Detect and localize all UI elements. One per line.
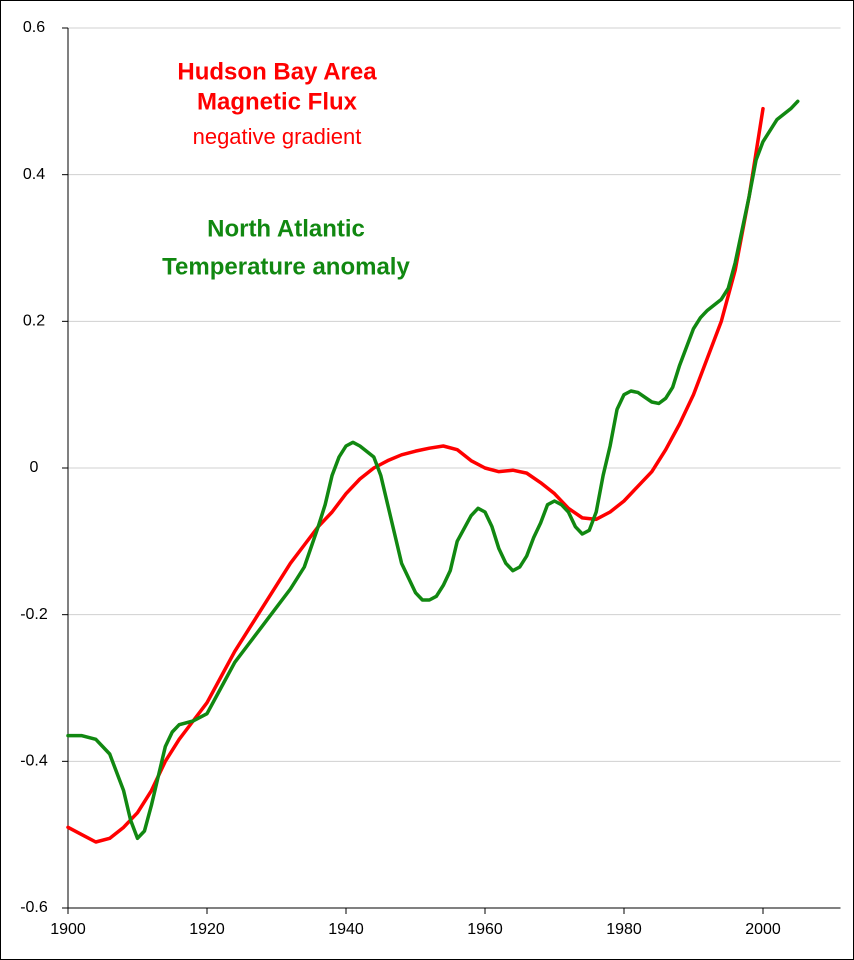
y-tick-label: 0.2 <box>23 313 45 330</box>
y-tick-label: -0.4 <box>20 753 48 770</box>
legend-label: Magnetic Flux <box>197 88 358 115</box>
y-tick-label: 0.6 <box>23 19 45 36</box>
legend-label: North Atlantic <box>207 215 365 242</box>
y-tick-label: 0.4 <box>23 166 45 183</box>
x-tick-label: 1960 <box>467 921 503 938</box>
x-tick-label: 1980 <box>606 921 642 938</box>
legend-sublabel: negative gradient <box>193 124 362 149</box>
series-line <box>66 99 800 841</box>
x-tick-label: 1900 <box>50 921 86 938</box>
series-line <box>66 106 765 844</box>
legend-label: Hudson Bay Area <box>177 58 377 85</box>
x-tick-label: 1920 <box>189 921 225 938</box>
x-tick-label: 1940 <box>328 921 364 938</box>
y-tick-label: -0.2 <box>20 606 48 623</box>
y-tick-label: -0.6 <box>20 899 48 916</box>
legend-label: Temperature anomaly <box>162 253 410 280</box>
y-tick-label: 0 <box>30 459 39 476</box>
x-tick-label: 2000 <box>745 921 781 938</box>
